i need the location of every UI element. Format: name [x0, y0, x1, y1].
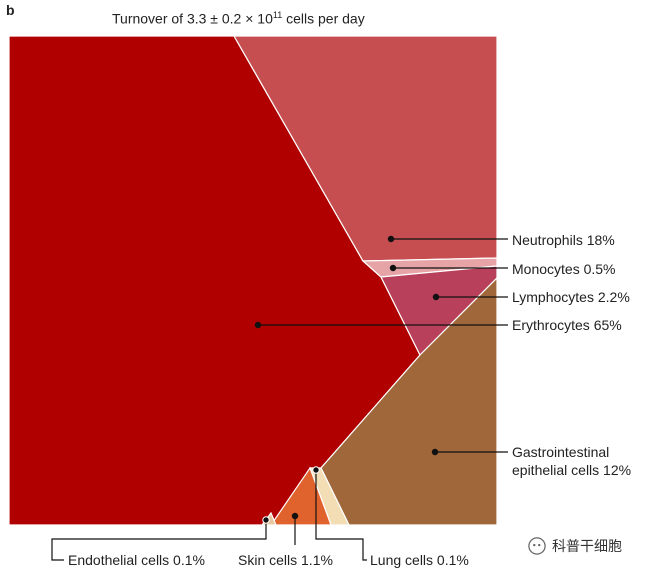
- title-suffix: cells per day: [282, 10, 365, 27]
- marker-lung: [312, 466, 320, 474]
- panel-letter: b: [6, 2, 15, 18]
- label-lymphocytes: Lymphocytes 2.2%: [512, 289, 630, 305]
- label-gastrointestinal-line2: epithelial cells 12%: [512, 462, 632, 478]
- marker-erythrocytes: [254, 321, 262, 329]
- watermark-text: 科普干细胞: [552, 538, 622, 554]
- label-lung: Lung cells 0.1%: [370, 552, 469, 568]
- marker-endothelial: [262, 516, 270, 524]
- label-endothelial: Endothelial cells 0.1%: [68, 552, 205, 568]
- chart-title: Turnover of 3.3 ± 0.2 × 1011 cells per d…: [112, 10, 365, 27]
- marker-monocytes: [389, 264, 397, 272]
- marker-lymphocytes: [432, 293, 440, 301]
- wechat-icon: [528, 537, 546, 555]
- label-neutrophils: Neutrophils 18%: [512, 232, 615, 248]
- title-prefix: Turnover of 3.3 ± 0.2 × 10: [112, 10, 273, 27]
- label-erythrocytes: Erythrocytes 65%: [512, 317, 622, 333]
- cell-gastrointestinal: [320, 276, 498, 526]
- label-monocytes: Monocytes 0.5%: [512, 261, 616, 277]
- label-gastrointestinal: Gastrointestinal epithelial cells 12%: [512, 443, 631, 479]
- leader-lung: [315, 470, 367, 561]
- watermark: 科普干细胞: [528, 536, 622, 556]
- marker-gastrointestinal: [431, 448, 439, 456]
- title-superscript: 11: [272, 10, 283, 20]
- marker-skin: [291, 512, 299, 520]
- label-skin: Skin cells 1.1%: [238, 552, 333, 568]
- leader-endothelial: [51, 520, 267, 561]
- marker-neutrophils: [387, 235, 395, 243]
- label-gastrointestinal-line1: Gastrointestinal: [512, 444, 610, 460]
